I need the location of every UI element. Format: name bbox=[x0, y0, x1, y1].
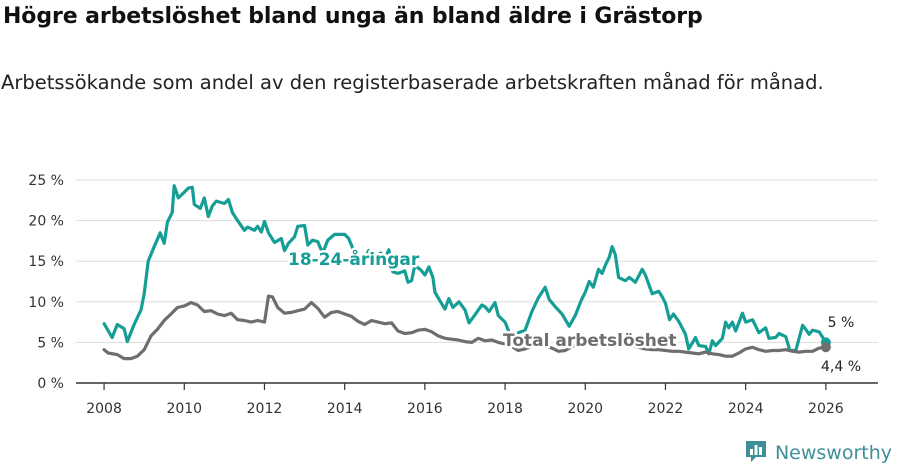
y-tick-label: 15 % bbox=[28, 254, 64, 270]
series-layer bbox=[102, 184, 831, 361]
x-tick-label: 2018 bbox=[487, 401, 523, 417]
y-tick-label: 10 % bbox=[28, 295, 64, 311]
x-tick-label: 2010 bbox=[166, 401, 202, 417]
x-tick-label: 2012 bbox=[247, 401, 283, 417]
end-value-label-total: 4,4 % bbox=[821, 359, 861, 375]
chart-subtitle: Arbetssökande som andel av den registerb… bbox=[1, 71, 824, 94]
y-tick-label: 25 % bbox=[28, 173, 64, 189]
x-tick-label: 2016 bbox=[407, 401, 443, 417]
axis-layer: 0 % 5 % 10 % 15 % 20 % 25 % 2008 2010 2012 2014 20… bbox=[28, 173, 878, 417]
y-tick-label: 20 % bbox=[28, 214, 64, 230]
x-tick-label: 2008 bbox=[86, 401, 122, 417]
newsworthy-logo-icon bbox=[743, 438, 769, 468]
newsworthy-brand-text: Newsworthy bbox=[774, 442, 892, 464]
x-tick-label: 2026 bbox=[808, 401, 844, 417]
series-end-marker-total bbox=[820, 342, 831, 353]
x-tick-label: 2020 bbox=[567, 401, 603, 417]
y-tick-label: 5 % bbox=[37, 335, 64, 351]
end-value-label-youth: 5 % bbox=[828, 315, 855, 331]
x-tick-label: 2022 bbox=[648, 401, 684, 417]
chart-title: Högre arbetslöshet bland unga än bland ä… bbox=[3, 4, 703, 29]
series-line-youth bbox=[102, 184, 828, 356]
y-tick-label: 0 % bbox=[37, 376, 64, 392]
series-label-total: Total arbetslöshet bbox=[503, 331, 677, 351]
series-label-youth: 18-24-åringar bbox=[288, 248, 420, 270]
series-line-total bbox=[102, 294, 828, 361]
x-tick-label: 2024 bbox=[728, 401, 764, 417]
x-tick-label: 2014 bbox=[327, 401, 363, 417]
label-layer: 18-24-åringar Total arbetslöshet 5 % 4,4 % bbox=[286, 246, 864, 378]
newsworthy-brand: Newsworthy bbox=[743, 438, 892, 468]
grid-layer bbox=[76, 179, 878, 343]
